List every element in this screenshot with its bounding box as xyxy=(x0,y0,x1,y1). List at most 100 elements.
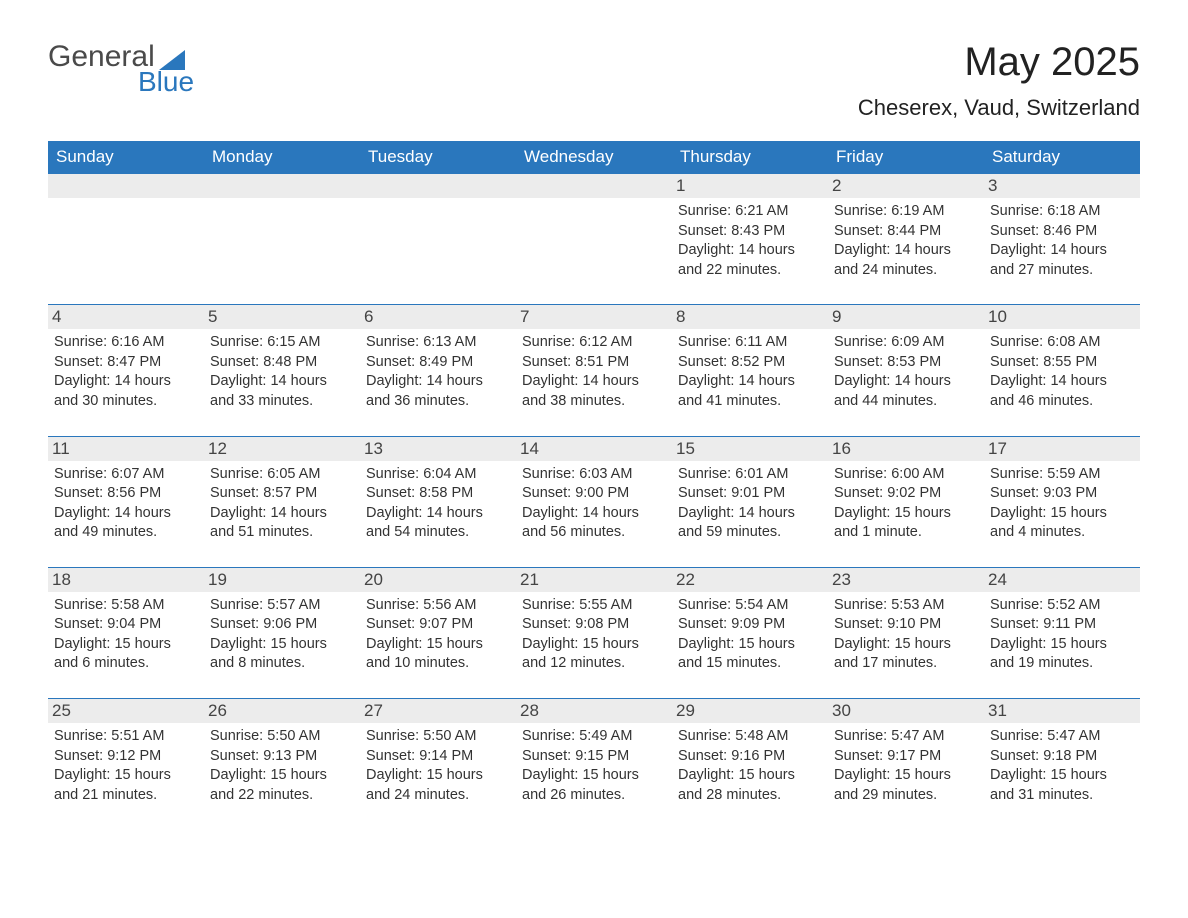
sunrise-line: Sunrise: 5:52 AM xyxy=(990,596,1134,616)
calendar-day-cell: 4Sunrise: 6:16 AMSunset: 8:47 PMDaylight… xyxy=(48,305,204,436)
sunset-line: Sunset: 9:02 PM xyxy=(834,484,978,504)
sunrise-line: Sunrise: 6:07 AM xyxy=(54,465,198,485)
day-details: Sunrise: 6:05 AMSunset: 8:57 PMDaylight:… xyxy=(210,465,354,543)
calendar-day-cell xyxy=(204,174,360,305)
calendar-day-cell: 20Sunrise: 5:56 AMSunset: 9:07 PMDayligh… xyxy=(360,567,516,698)
day-number: 18 xyxy=(48,568,204,592)
daylight-line: Daylight: 15 hours and 6 minutes. xyxy=(54,635,198,674)
calendar-day-cell: 3 Sunrise: 6:18 AMSunset: 8:46 PMDaylight… xyxy=(984,174,1140,305)
calendar-day-cell: 23Sunrise: 5:53 AMSunset: 9:10 PMDayligh… xyxy=(828,567,984,698)
daylight-line: Daylight: 14 hours and 27 minutes. xyxy=(990,241,1134,280)
calendar-day-cell: 7Sunrise: 6:12 AMSunset: 8:51 PMDaylight… xyxy=(516,305,672,436)
daylight-line: Daylight: 14 hours and 56 minutes. xyxy=(522,504,666,543)
day-details: Sunrise: 6:18 AMSunset: 8:46 PMDaylight:… xyxy=(990,202,1134,280)
day-details: Sunrise: 5:50 AMSunset: 9:13 PMDaylight:… xyxy=(210,727,354,805)
day-details: Sunrise: 5:50 AMSunset: 9:14 PMDaylight:… xyxy=(366,727,510,805)
daylight-line: Daylight: 15 hours and 29 minutes. xyxy=(834,766,978,805)
day-details: Sunrise: 6:08 AMSunset: 8:55 PMDaylight:… xyxy=(990,333,1134,411)
sunrise-line: Sunrise: 6:08 AM xyxy=(990,333,1134,353)
calendar-day-cell: 5Sunrise: 6:15 AMSunset: 8:48 PMDaylight… xyxy=(204,305,360,436)
calendar-day-cell: 28Sunrise: 5:49 AMSunset: 9:15 PMDayligh… xyxy=(516,699,672,830)
day-details: Sunrise: 5:51 AMSunset: 9:12 PMDaylight:… xyxy=(54,727,198,805)
sunrise-line: Sunrise: 6:12 AM xyxy=(522,333,666,353)
day-details: Sunrise: 6:07 AMSunset: 8:56 PMDaylight:… xyxy=(54,465,198,543)
daylight-line: Daylight: 15 hours and 12 minutes. xyxy=(522,635,666,674)
day-details: Sunrise: 5:55 AMSunset: 9:08 PMDaylight:… xyxy=(522,596,666,674)
sunset-line: Sunset: 9:04 PM xyxy=(54,615,198,635)
day-number: 19 xyxy=(204,568,360,592)
day-number: 26 xyxy=(204,699,360,723)
calendar-day-cell: 16Sunrise: 6:00 AMSunset: 9:02 PMDayligh… xyxy=(828,436,984,567)
sunset-line: Sunset: 9:11 PM xyxy=(990,615,1134,635)
sunrise-line: Sunrise: 6:19 AM xyxy=(834,202,978,222)
sunset-line: Sunset: 9:09 PM xyxy=(678,615,822,635)
calendar-day-cell: 25 Sunrise: 5:51 AMSunset: 9:12 PMDayligh… xyxy=(48,699,204,830)
calendar-day-cell xyxy=(360,174,516,305)
calendar-week-row: 1Sunrise: 6:21 AMSunset: 8:43 PMDaylight… xyxy=(48,174,1140,305)
calendar-day-cell: 1Sunrise: 6:21 AMSunset: 8:43 PMDaylight… xyxy=(672,174,828,305)
day-number: 2 xyxy=(828,174,984,198)
sunset-line: Sunset: 9:00 PM xyxy=(522,484,666,504)
day-details: Sunrise: 5:57 AMSunset: 9:06 PMDaylight:… xyxy=(210,596,354,674)
sunrise-line: Sunrise: 5:55 AM xyxy=(522,596,666,616)
daylight-line: Daylight: 14 hours and 54 minutes. xyxy=(366,504,510,543)
daylight-line: Daylight: 14 hours and 24 minutes. xyxy=(834,241,978,280)
sunrise-line: Sunrise: 6:05 AM xyxy=(210,465,354,485)
daylight-line: Daylight: 15 hours and 15 minutes. xyxy=(678,635,822,674)
sunset-line: Sunset: 8:46 PM xyxy=(990,222,1134,242)
daylight-line: Daylight: 14 hours and 51 minutes. xyxy=(210,504,354,543)
sunset-line: Sunset: 9:18 PM xyxy=(990,747,1134,767)
sunset-line: Sunset: 8:58 PM xyxy=(366,484,510,504)
daylight-line: Daylight: 15 hours and 8 minutes. xyxy=(210,635,354,674)
page-header: General Blue May 2025 Cheserex, Vaud, Sw… xyxy=(48,40,1140,121)
day-number: 25 xyxy=(48,699,204,723)
sunset-line: Sunset: 8:49 PM xyxy=(366,353,510,373)
day-number: 16 xyxy=(828,437,984,461)
day-number: 13 xyxy=(360,437,516,461)
sunrise-line: Sunrise: 5:59 AM xyxy=(990,465,1134,485)
sunrise-line: Sunrise: 5:53 AM xyxy=(834,596,978,616)
calendar-day-cell: 19 Sunrise: 5:57 AMSunset: 9:06 PMDayligh… xyxy=(204,567,360,698)
sunrise-line: Sunrise: 6:04 AM xyxy=(366,465,510,485)
day-details: Sunrise: 6:11 AMSunset: 8:52 PMDaylight:… xyxy=(678,333,822,411)
day-number: 17 xyxy=(984,437,1140,461)
day-details: Sunrise: 5:48 AMSunset: 9:16 PMDaylight:… xyxy=(678,727,822,805)
day-details: Sunrise: 6:09 AMSunset: 8:53 PMDaylight:… xyxy=(834,333,978,411)
calendar-week-row: 18Sunrise: 5:58 AMSunset: 9:04 PMDayligh… xyxy=(48,567,1140,698)
day-number: 3 xyxy=(984,174,1140,198)
sunset-line: Sunset: 8:53 PM xyxy=(834,353,978,373)
sunrise-line: Sunrise: 5:54 AM xyxy=(678,596,822,616)
daylight-line: Daylight: 14 hours and 22 minutes. xyxy=(678,241,822,280)
sunset-line: Sunset: 8:43 PM xyxy=(678,222,822,242)
sunrise-line: Sunrise: 6:03 AM xyxy=(522,465,666,485)
sunrise-line: Sunrise: 6:11 AM xyxy=(678,333,822,353)
daylight-line: Daylight: 15 hours and 28 minutes. xyxy=(678,766,822,805)
sunset-line: Sunset: 9:07 PM xyxy=(366,615,510,635)
daylight-line: Daylight: 14 hours and 38 minutes. xyxy=(522,372,666,411)
day-details: Sunrise: 6:03 AMSunset: 9:00 PMDaylight:… xyxy=(522,465,666,543)
calendar-day-cell: 18Sunrise: 5:58 AMSunset: 9:04 PMDayligh… xyxy=(48,567,204,698)
daylight-line: Daylight: 14 hours and 36 minutes. xyxy=(366,372,510,411)
daylight-line: Daylight: 15 hours and 22 minutes. xyxy=(210,766,354,805)
calendar-day-cell: 6Sunrise: 6:13 AMSunset: 8:49 PMDaylight… xyxy=(360,305,516,436)
sunrise-line: Sunrise: 5:49 AM xyxy=(522,727,666,747)
day-number: 4 xyxy=(48,305,204,329)
location-subtitle: Cheserex, Vaud, Switzerland xyxy=(858,95,1140,121)
sunset-line: Sunset: 8:52 PM xyxy=(678,353,822,373)
sunset-line: Sunset: 9:01 PM xyxy=(678,484,822,504)
calendar-day-cell: 15Sunrise: 6:01 AMSunset: 9:01 PMDayligh… xyxy=(672,436,828,567)
sunset-line: Sunset: 9:06 PM xyxy=(210,615,354,635)
calendar-day-cell: 17Sunrise: 5:59 AMSunset: 9:03 PMDayligh… xyxy=(984,436,1140,567)
sunrise-line: Sunrise: 5:57 AM xyxy=(210,596,354,616)
sunset-line: Sunset: 8:56 PM xyxy=(54,484,198,504)
day-details: Sunrise: 6:13 AMSunset: 8:49 PMDaylight:… xyxy=(366,333,510,411)
calendar-day-cell: 12Sunrise: 6:05 AMSunset: 8:57 PMDayligh… xyxy=(204,436,360,567)
calendar-week-row: 25 Sunrise: 5:51 AMSunset: 9:12 PMDayligh… xyxy=(48,699,1140,830)
daylight-line: Daylight: 14 hours and 30 minutes. xyxy=(54,372,198,411)
day-number: 8 xyxy=(672,305,828,329)
day-details: Sunrise: 6:21 AMSunset: 8:43 PMDaylight:… xyxy=(678,202,822,280)
day-details: Sunrise: 5:47 AMSunset: 9:18 PMDaylight:… xyxy=(990,727,1134,805)
sunrise-line: Sunrise: 5:48 AM xyxy=(678,727,822,747)
calendar-day-cell: 24Sunrise: 5:52 AMSunset: 9:11 PMDayligh… xyxy=(984,567,1140,698)
sunset-line: Sunset: 9:08 PM xyxy=(522,615,666,635)
